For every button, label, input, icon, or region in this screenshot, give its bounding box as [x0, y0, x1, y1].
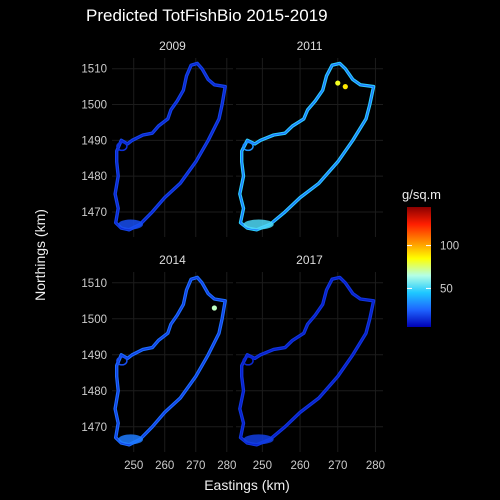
x-tick-label: 280 [366, 460, 385, 472]
x-axis-label: Eastings (km) [204, 477, 290, 493]
chart-title: Predicted TotFishBio 2015-2019 [86, 6, 328, 25]
x-tick-label: 250 [124, 460, 143, 472]
y-tick-label: 1480 [81, 171, 107, 183]
apra-harbor [116, 141, 128, 152]
y-tick-label: 1490 [81, 135, 107, 147]
y-tick-label: 1510 [81, 278, 107, 290]
y-tick-label: 1500 [81, 314, 107, 326]
facet-label: 2011 [297, 39, 323, 53]
island-coastline [238, 61, 376, 232]
island-coastline [238, 275, 376, 447]
x-tick-label: 250 [253, 460, 272, 472]
hotspot-cell [342, 84, 348, 90]
legend-title: g/sq.m [402, 187, 441, 202]
y-tick-label: 1470 [81, 207, 107, 219]
reef-flat-south [243, 434, 274, 445]
y-tick-label: 1510 [81, 64, 107, 76]
island-coastline-inner [114, 276, 226, 446]
legend-tick-label: 50 [440, 283, 453, 295]
x-tick-label: 260 [290, 460, 309, 472]
reef-flat-south [118, 219, 144, 230]
reef-flat-south [118, 434, 144, 445]
island-coastline-inner [114, 62, 226, 231]
y-tick-label: 1470 [81, 422, 107, 434]
x-tick-label: 280 [217, 460, 236, 472]
facet-label: 2014 [159, 253, 186, 267]
legend-colorbar [407, 207, 431, 327]
island-coastline-inner [239, 276, 375, 446]
island-coastline [113, 61, 227, 232]
island-coastline-inner [239, 62, 375, 231]
apra-harbor [116, 356, 128, 366]
x-tick-label: 270 [328, 460, 347, 472]
y-tick-label: 1480 [81, 386, 107, 398]
y-tick-label: 1500 [81, 100, 107, 112]
apra-harbor [242, 356, 254, 366]
facet-label: 2017 [296, 253, 323, 267]
facet-label: 2009 [159, 39, 186, 53]
y-tick-label: 1490 [81, 350, 107, 362]
hotspot-cell [335, 80, 341, 86]
hotspot-cell [211, 305, 217, 311]
x-tick-label: 260 [155, 460, 174, 472]
reef-flat-south [243, 219, 274, 230]
x-tick-label: 270 [186, 460, 205, 472]
y-axis-label: Northings (km) [32, 209, 48, 301]
legend-tick-label: 100 [440, 241, 459, 253]
island-coastline [113, 275, 227, 447]
apra-harbor [242, 141, 254, 152]
